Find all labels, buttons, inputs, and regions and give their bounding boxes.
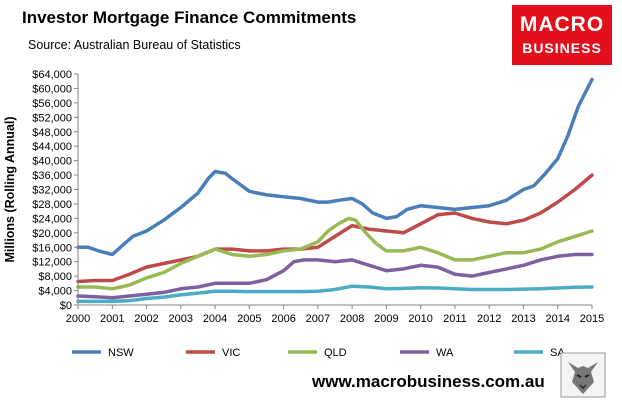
y-tick-label: $44,000 [32,141,72,153]
x-tick-label: 2011 [443,313,467,325]
y-tick-label: $60,000 [32,83,72,95]
series-line-qld [76,216,594,291]
y-tick-label: $52,000 [32,112,72,124]
series-line-nsw [76,77,594,257]
axes: $0 $4,000 $8,000 $12,000 $16,000 $20,000 $24,0… [3,69,604,325]
legend-label-wa: WA [436,347,454,359]
y-tick-label: $36,000 [32,170,72,182]
series-line-wa [76,252,594,300]
y-tick-label: $48,000 [32,127,72,139]
y-tick-label: $56,000 [32,98,72,110]
y-axis-label: Millions (Rolling Annual) [3,116,17,262]
x-tick-label: 2004 [203,313,227,325]
series-line-vic [76,173,594,284]
x-tick-label: 2002 [134,313,158,325]
plot-area [76,77,594,304]
x-tick-label: 2006 [271,313,295,325]
x-tick-label: 2014 [545,313,569,325]
y-tick-label: $20,000 [32,228,72,240]
x-tick-label: 2009 [374,313,398,325]
x-tick-label: 2013 [511,313,535,325]
series-line-sa [76,284,594,304]
x-tick-label: 2000 [66,313,90,325]
y-tick-label: $24,000 [32,213,72,225]
chart-source: Source: Australian Bureau of Statistics [28,38,241,52]
x-tick-label: 2001 [100,313,124,325]
macrobusiness-logo: MACRO BUSINESS [512,5,612,65]
website-url: www.macrobusiness.com.au [312,372,545,391]
y-tick-label: $0 [60,300,72,312]
y-tick-label: $4,000 [38,286,72,298]
y-tick-label: $32,000 [32,185,72,197]
x-tick-label: 2008 [340,313,364,325]
x-tick-label: 2007 [306,313,330,325]
legend-label-nsw: NSW [108,347,134,359]
y-tick-label: $16,000 [32,242,72,254]
x-tick-label: 2012 [477,313,501,325]
logo-line-2: BUSINESS [522,40,602,56]
x-tick-label: 2003 [169,313,193,325]
legend-label-vic: VIC [222,347,240,359]
y-tick-label: $8,000 [38,271,72,283]
legend-label-qld: QLD [324,347,347,359]
x-tick-label: 2005 [237,313,261,325]
legend: NSW VIC QLD WA SA [72,347,565,359]
y-tick-label: $40,000 [32,156,72,168]
logo-line-1: MACRO [519,13,605,36]
wolf-logo-icon [560,352,606,398]
y-tick-label: $64,000 [32,69,72,81]
x-tick-label: 2010 [408,313,432,325]
chart-title: Investor Mortgage Finance Commitments [22,8,357,27]
y-tick-label: $28,000 [32,199,72,211]
y-tick-label: $12,000 [32,257,72,269]
x-tick-label: 2015 [580,313,604,325]
